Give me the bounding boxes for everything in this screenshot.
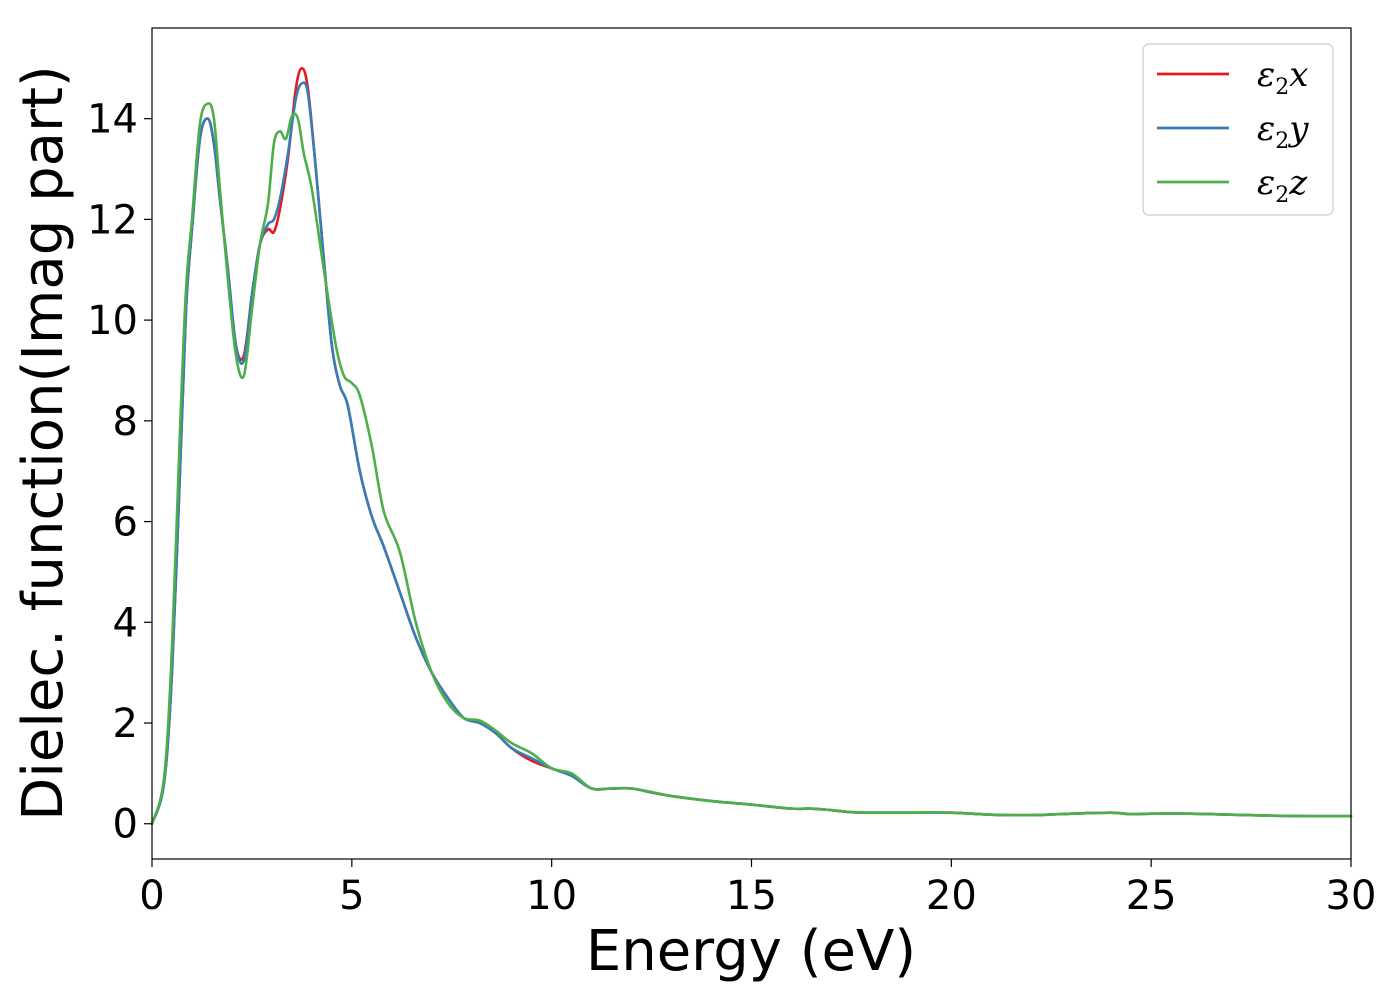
y-tick-label: 10: [87, 298, 138, 344]
x-tick-label: 10: [526, 873, 577, 919]
y-axis-ticks: 0 2 4 6 8 10 12 14: [87, 97, 152, 848]
series-layer: [150, 66, 1353, 826]
x-tick-label: 0: [139, 873, 164, 919]
y-tick-label: 2: [113, 701, 138, 747]
y-tick-label: 8: [113, 399, 138, 445]
x-tick-label: 20: [926, 873, 977, 919]
series-line-z: [150, 102, 1353, 826]
y-tick-label: 4: [113, 600, 138, 646]
y-axis-label: Dielec. function(Imag part): [11, 65, 76, 821]
x-tick-label: 5: [339, 873, 364, 919]
legend-label-x: ε2x: [1257, 55, 1308, 100]
x-tick-label: 25: [1126, 873, 1177, 919]
x-axis-ticks: 0 5 10 15 20 25 30: [139, 859, 1376, 919]
legend: ε2x ε2y ε2z: [1142, 43, 1334, 216]
x-tick-label: 30: [1326, 873, 1377, 919]
y-tick-label: 12: [87, 197, 138, 243]
y-tick-label: 14: [87, 97, 138, 143]
y-tick-label: 0: [113, 802, 138, 848]
legend-box: [1142, 43, 1334, 216]
x-tick-label: 15: [726, 873, 777, 919]
y-tick-label: 6: [113, 500, 138, 546]
legend-label-z: ε2z: [1257, 163, 1308, 208]
legend-label-y: ε2y: [1257, 109, 1309, 154]
x-axis-label: Energy (eV): [586, 919, 916, 984]
